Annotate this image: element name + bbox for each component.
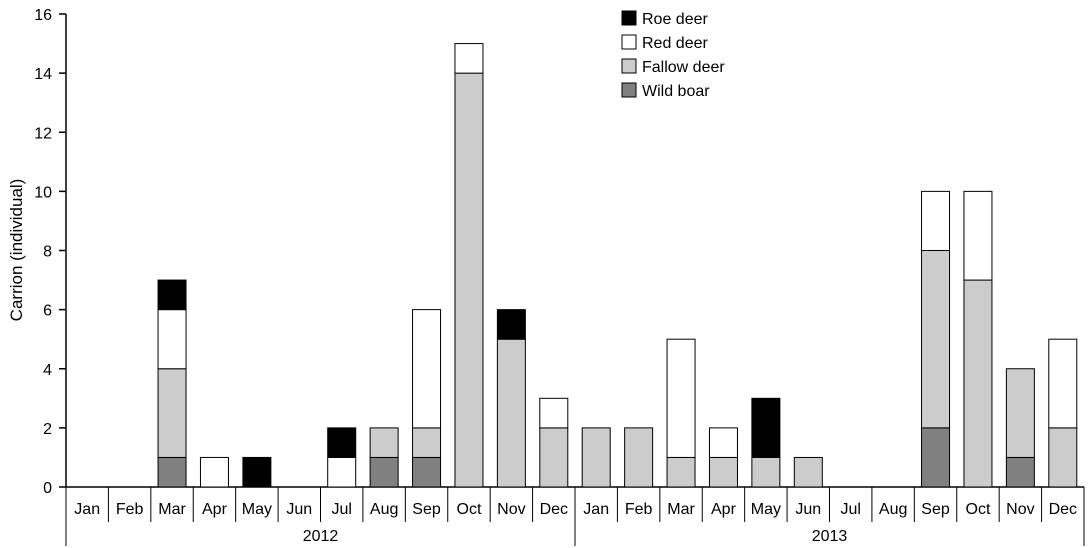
bar-segment-fallow-deer — [793, 456, 823, 488]
x-tick-label: Nov — [497, 501, 525, 518]
y-tick-label: 14 — [34, 66, 52, 83]
bar-segment-fallow-deer — [666, 456, 696, 488]
x-tick-label: Aug — [370, 501, 398, 518]
bar-segment-fallow-deer — [539, 427, 569, 488]
bar-segment-fallow-deer — [751, 456, 781, 488]
x-tick-label: Nov — [1006, 501, 1034, 518]
x-tick-label: Oct — [457, 501, 482, 518]
legend-swatch-wild-boar — [621, 82, 637, 98]
bar-segment-wild-boar — [412, 456, 442, 488]
x-tick-label: May — [242, 501, 272, 518]
bar-segment-red-deer — [157, 309, 187, 370]
bar-segment-red-deer — [539, 397, 569, 429]
year-label: 2012 — [303, 528, 339, 545]
y-tick-label: 6 — [43, 303, 52, 320]
legend-swatch-roe-deer — [621, 10, 637, 26]
bar-segment-fallow-deer — [581, 427, 611, 488]
y-tick-label: 0 — [43, 480, 52, 497]
y-tick-label: 2 — [43, 421, 52, 438]
x-tick-label: Mar — [158, 501, 186, 518]
x-tick-label: Jul — [840, 501, 860, 518]
bar-segment-roe-deer — [496, 309, 526, 340]
y-tick-label: 12 — [34, 125, 52, 142]
legend-swatch-fallow-deer — [621, 58, 637, 74]
bar-segment-wild-boar — [369, 456, 399, 488]
plot-area: 0 2 4 6 8 10 12 14 16 Jan Feb Mar Apr May Jun Jul Aug Sep… — [34, 7, 1085, 546]
bar-segment-fallow-deer — [412, 427, 442, 458]
bar-segment-fallow-deer — [1005, 368, 1035, 458]
bar-segment-fallow-deer — [496, 338, 526, 488]
bar-segment-roe-deer — [242, 456, 272, 488]
bar-segment-fallow-deer — [369, 427, 399, 458]
x-tick-label: May — [751, 501, 781, 518]
x-tick-label: Sep — [412, 501, 441, 518]
bar-segment-roe-deer — [751, 397, 781, 458]
bar-segment-roe-deer — [157, 279, 187, 311]
bar-segment-fallow-deer — [708, 456, 738, 488]
bar-segment-red-deer — [666, 338, 696, 458]
x-tick-label: Jul — [331, 501, 351, 518]
bar-segment-red-deer — [1048, 338, 1078, 429]
year-label: 2013 — [812, 528, 848, 545]
x-tick-label: Jun — [286, 501, 312, 518]
bar-segment-fallow-deer — [157, 368, 187, 458]
y-tick-label: 16 — [34, 7, 52, 24]
bar-segment-red-deer — [412, 309, 442, 429]
y-tick-label: 4 — [43, 362, 52, 379]
x-tick-label: Apr — [202, 501, 228, 518]
x-tick-label: Dec — [540, 501, 568, 518]
bar-segment-fallow-deer — [1048, 427, 1078, 488]
bar-segment-red-deer — [327, 456, 357, 488]
bar-segment-red-deer — [921, 190, 951, 251]
bar-segment-red-deer — [199, 456, 229, 488]
bar-segment-wild-boar — [921, 427, 951, 488]
bar-segment-red-deer — [454, 43, 484, 74]
y-tick-label: 8 — [43, 244, 52, 261]
legend-label-roe-deer: Roe deer — [642, 11, 708, 28]
y-tick-label: 10 — [34, 184, 52, 201]
legend-label-fallow-deer: Fallow deer — [642, 59, 725, 76]
x-tick-label: Dec — [1049, 501, 1077, 518]
bar-segment-fallow-deer — [624, 427, 654, 488]
y-axis-title: Carrion (individual) — [7, 179, 26, 322]
legend-label-red-deer: Red deer — [642, 35, 708, 52]
x-tick-label: Oct — [966, 501, 991, 518]
x-tick-label: Feb — [116, 501, 144, 518]
bar-segment-fallow-deer — [963, 279, 993, 488]
x-tick-label: Mar — [667, 501, 695, 518]
bar-segment-red-deer — [708, 427, 738, 458]
x-tick-label: Apr — [711, 501, 737, 518]
bar-segment-fallow-deer — [921, 250, 951, 429]
x-tick-label: Jun — [795, 501, 821, 518]
x-tick-label: Jan — [583, 501, 609, 518]
bar-segment-roe-deer — [327, 427, 357, 458]
x-tick-label: Aug — [879, 501, 907, 518]
x-tick-label: Sep — [921, 501, 950, 518]
bar-segment-fallow-deer — [454, 72, 484, 488]
x-tick-label: Feb — [625, 501, 653, 518]
bar-segment-wild-boar — [157, 456, 187, 488]
legend-swatch-red-deer — [621, 34, 637, 50]
bar-segment-red-deer — [963, 190, 993, 281]
x-tick-label: Jan — [74, 501, 100, 518]
legend-label-wild-boar: Wild boar — [642, 83, 710, 100]
bar-segment-wild-boar — [1005, 456, 1035, 488]
